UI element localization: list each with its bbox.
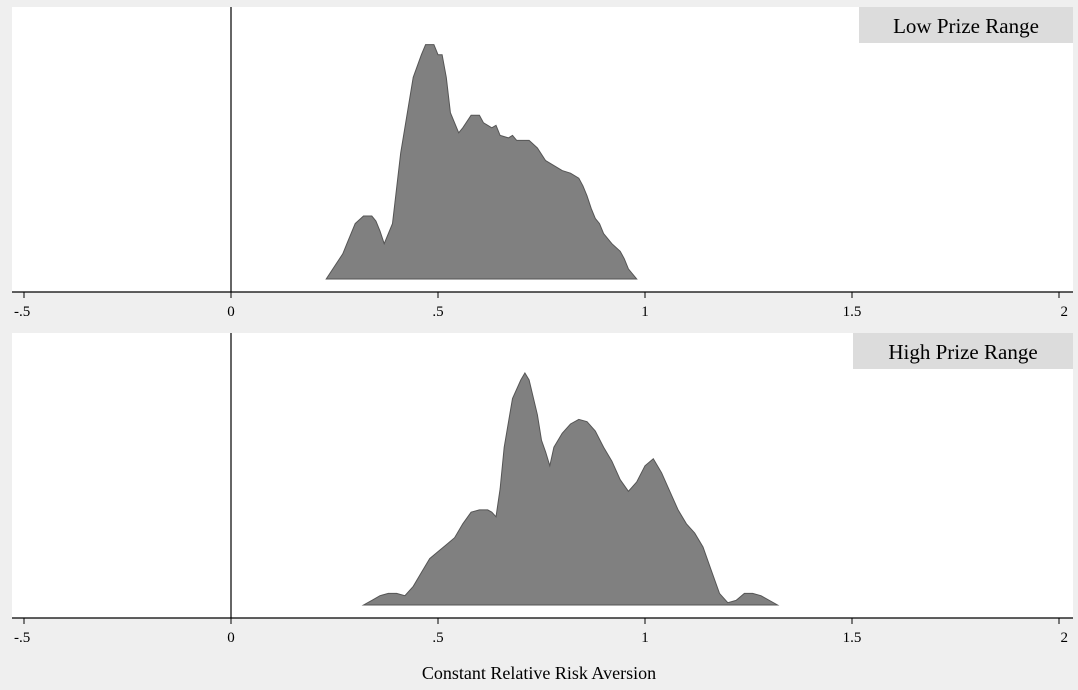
x-tick-label: 0 [227, 630, 235, 646]
x-tick-label: 0 [227, 304, 235, 320]
x-tick-label: .5 [432, 304, 443, 320]
x-tick-label: .5 [432, 630, 443, 646]
x-tick-label: 1 [641, 630, 649, 646]
x-tick-label: 2 [1061, 630, 1069, 646]
density-area [361, 372, 780, 606]
panel-title-box [853, 333, 1073, 369]
x-tick-label: 1.5 [843, 304, 862, 320]
panel-low-prize: -.5 0 .5 1 1.5 2 Low Prize Range [12, 7, 1073, 320]
density-area [325, 44, 638, 280]
panel-high-prize: -.5 0 .5 1 1.5 2 High Prize Range [12, 333, 1073, 646]
x-tick-label: 1.5 [843, 630, 862, 646]
x-axis-title: Constant Relative Risk Aversion [422, 663, 656, 683]
panel-title: High Prize Range [888, 340, 1037, 364]
x-tick-label: -.5 [14, 304, 30, 320]
x-axis-ticks: -.5 0 .5 1 1.5 2 [14, 292, 1068, 320]
x-tick-label: -.5 [14, 630, 30, 646]
panel-title: Low Prize Range [893, 14, 1039, 38]
panel-title-box [859, 7, 1073, 43]
x-axis-ticks: -.5 0 .5 1 1.5 2 [14, 618, 1068, 646]
x-tick-label: 1 [641, 304, 649, 320]
x-tick-label: 2 [1061, 304, 1069, 320]
